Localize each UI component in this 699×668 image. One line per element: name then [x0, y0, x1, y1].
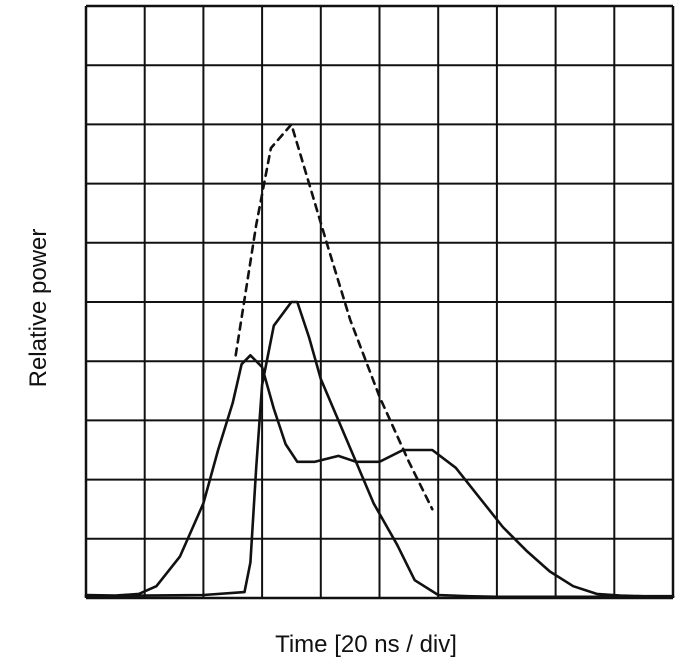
y-axis-label: Relative power: [25, 229, 52, 388]
plot-area: [84, 123, 675, 599]
series-line-2: [84, 353, 675, 598]
series-line-1: [234, 123, 434, 511]
series-line-3: [84, 300, 675, 599]
x-axis-label: Time [20 ns / div]: [275, 631, 457, 658]
grid: [84, 4, 675, 600]
